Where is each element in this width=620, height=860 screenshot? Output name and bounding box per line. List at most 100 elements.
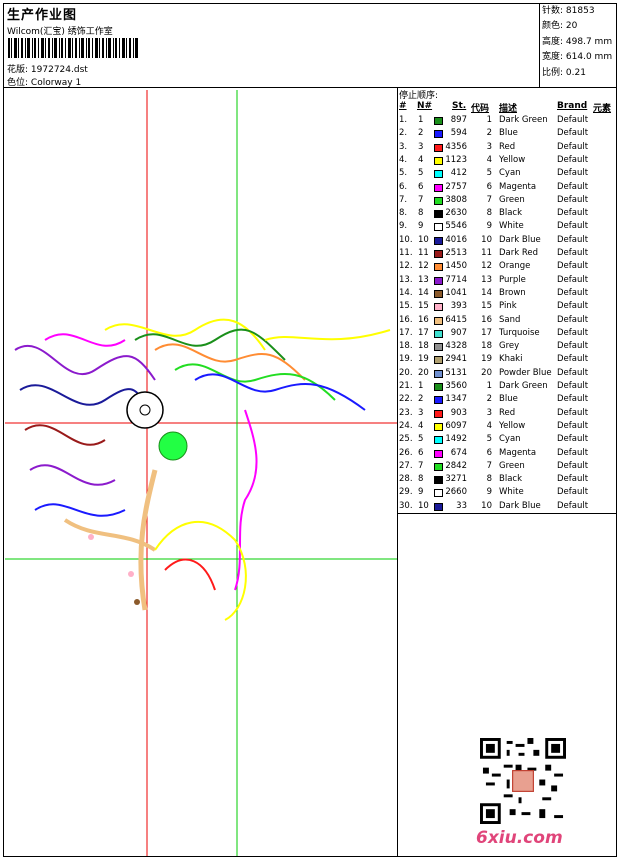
row-needle: 11 [418, 248, 429, 258]
table-row: 27. 7 2842 7 Green Default [399, 461, 613, 474]
row-needle: 2 [418, 128, 424, 139]
header-divider [3, 87, 617, 88]
qr-code [480, 738, 566, 824]
row-code: 6 [486, 447, 492, 458]
row-needle: 5 [418, 434, 424, 445]
stat-height: 高度: 498.7 mm [542, 36, 613, 47]
row-index: 17. [399, 327, 413, 338]
row-index: 10. [399, 234, 413, 245]
row-brand: Default [557, 181, 589, 192]
row-stitches: 6415 [445, 314, 467, 325]
colorway-line: 色位: Colorway 1 [7, 75, 81, 88]
row-index: 23. [399, 407, 413, 418]
row-code: 5 [486, 434, 492, 445]
table-row: 24. 4 6097 4 Yellow Default [399, 421, 613, 434]
table-row: 5. 5 412 5 Cyan Default [399, 168, 613, 181]
color-swatch [434, 170, 443, 179]
row-brand: Default [557, 234, 589, 245]
table-row: 10. 10 4016 10 Dark Blue Default [399, 235, 613, 248]
row-code: 14 [481, 287, 492, 298]
row-desc: Blue [499, 128, 518, 139]
row-needle: 6 [418, 181, 424, 192]
row-desc: Purple [499, 274, 526, 285]
row-stitches: 6097 [445, 420, 467, 431]
row-index: 18. [399, 341, 413, 352]
row-code: 17 [481, 327, 492, 338]
row-code: 10 [481, 234, 492, 245]
color-swatch [434, 356, 443, 365]
col-header-elem: 元素 [593, 104, 612, 114]
row-brand: Default [557, 128, 589, 139]
row-desc: Red [499, 141, 516, 152]
row-code: 1 [486, 115, 492, 125]
row-code: 5 [486, 168, 492, 179]
row-index: 24. [399, 420, 413, 431]
row-brand: Default [557, 367, 589, 378]
row-desc: Black [499, 474, 522, 485]
row-code: 9 [486, 221, 492, 232]
row-desc: Green [499, 194, 525, 205]
stats-divider [539, 3, 540, 88]
row-code: 2 [486, 128, 492, 139]
row-code: 16 [481, 314, 492, 325]
row-stitches: 2660 [445, 487, 467, 498]
row-desc: Magenta [499, 181, 537, 192]
table-row: 6. 6 2757 6 Magenta Default [399, 182, 613, 195]
stat-width: 宽度: 614.0 mm [542, 52, 613, 63]
colorway-label: 色位: [7, 78, 29, 88]
table-row: 21. 1 3560 1 Dark Green Default [399, 381, 613, 394]
row-brand: Default [557, 460, 589, 471]
row-index: 27. [399, 460, 413, 471]
row-code: 8 [486, 208, 492, 219]
row-stitches: 5546 [445, 221, 467, 232]
table-row: 7. 7 3808 7 Green Default [399, 195, 613, 208]
row-brand: Default [557, 221, 589, 232]
table-row: 14. 14 1041 14 Brown Default [399, 288, 613, 301]
row-desc: Dark Blue [499, 234, 541, 245]
row-needle: 9 [418, 221, 424, 232]
row-index: 1. [399, 115, 408, 125]
row-needle: 10 [418, 500, 429, 511]
row-stitches: 3271 [445, 474, 467, 485]
row-brand: Default [557, 141, 589, 152]
row-index: 22. [399, 394, 413, 405]
row-needle: 12 [418, 261, 429, 272]
row-code: 3 [486, 141, 492, 152]
col-header-n: N# [417, 101, 433, 111]
row-index: 14. [399, 287, 413, 298]
row-index: 16. [399, 314, 413, 325]
row-needle: 15 [418, 301, 429, 312]
row-stitches: 4328 [445, 341, 467, 352]
row-code: 3 [486, 407, 492, 418]
row-needle: 14 [418, 287, 429, 298]
color-swatch [434, 343, 443, 352]
color-swatch [434, 303, 443, 312]
row-index: 15. [399, 301, 413, 312]
row-code: 8 [486, 474, 492, 485]
table-row: 1. 1 897 1 Dark Green Default [399, 115, 613, 128]
color-swatch [434, 289, 443, 298]
stat-colors: 颜色: 20 [542, 21, 578, 32]
row-index: 19. [399, 354, 413, 365]
barcode [8, 38, 138, 58]
row-stitches: 2630 [445, 208, 467, 219]
row-needle: 16 [418, 314, 429, 325]
row-index: 9. [399, 221, 408, 232]
row-stitches: 907 [450, 327, 467, 338]
table-row: 26. 6 674 6 Magenta Default [399, 448, 613, 461]
row-needle: 6 [418, 447, 424, 458]
row-stitches: 1123 [445, 154, 467, 165]
row-desc: Cyan [499, 168, 521, 179]
table-row: 29. 9 2660 9 White Default [399, 487, 613, 500]
row-brand: Default [557, 394, 589, 405]
row-index: 29. [399, 487, 413, 498]
row-stitches: 903 [450, 407, 467, 418]
row-brand: Default [557, 194, 589, 205]
row-stitches: 3560 [445, 381, 467, 391]
stop-sequence-title: 停止顺序: [399, 91, 439, 101]
row-desc: Turquoise [499, 327, 540, 338]
color-swatch [434, 502, 443, 511]
row-desc: Black [499, 208, 522, 219]
row-brand: Default [557, 115, 589, 125]
row-stitches: 4016 [445, 234, 467, 245]
